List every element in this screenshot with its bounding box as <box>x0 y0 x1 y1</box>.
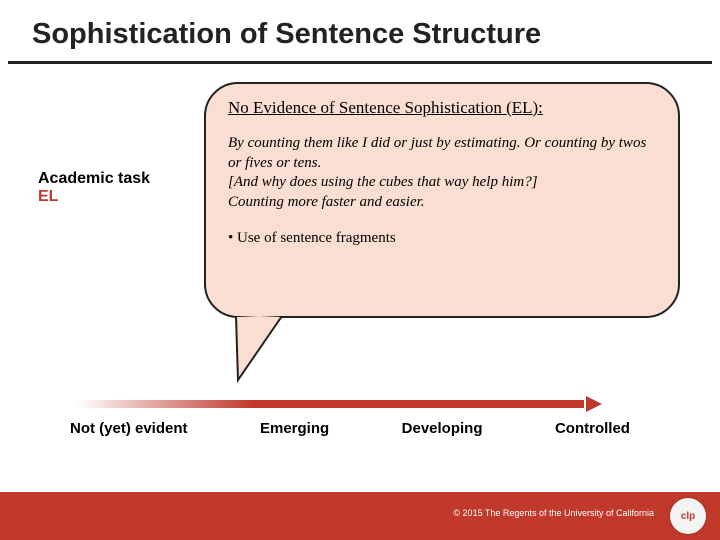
bubble-body: By counting them like I did or just by e… <box>228 134 656 212</box>
level-label: Developing <box>402 420 483 437</box>
footer-bar: © 2015 The Regents of the University of … <box>0 492 720 540</box>
levels-row: Not (yet) evident Emerging Developing Contr… <box>70 420 630 437</box>
level-label: Not (yet) evident <box>70 420 188 437</box>
slide-title: Sophistication of Sentence Structure <box>8 0 712 64</box>
progress-arrow-icon <box>76 398 600 410</box>
task-label: Academic task EL <box>38 170 150 206</box>
task-label-line1: Academic task <box>38 170 150 188</box>
speech-bubble: No Evidence of Sentence Sophistication (… <box>204 82 680 318</box>
footer-copyright: © 2015 The Regents of the University of … <box>453 508 654 518</box>
bubble-bullet-list: Use of sentence fragments <box>228 230 656 247</box>
bubble-bullet: Use of sentence fragments <box>228 230 656 247</box>
level-label: Emerging <box>260 420 329 437</box>
bubble-heading: No Evidence of Sentence Sophistication (… <box>228 98 656 118</box>
task-label-line2: EL <box>38 188 150 206</box>
footer-logo-text: clp <box>681 511 695 522</box>
level-label: Controlled <box>555 420 630 437</box>
footer-logo-icon: clp <box>670 498 706 534</box>
content-area: Academic task EL No Evidence of Sentence… <box>0 64 720 464</box>
